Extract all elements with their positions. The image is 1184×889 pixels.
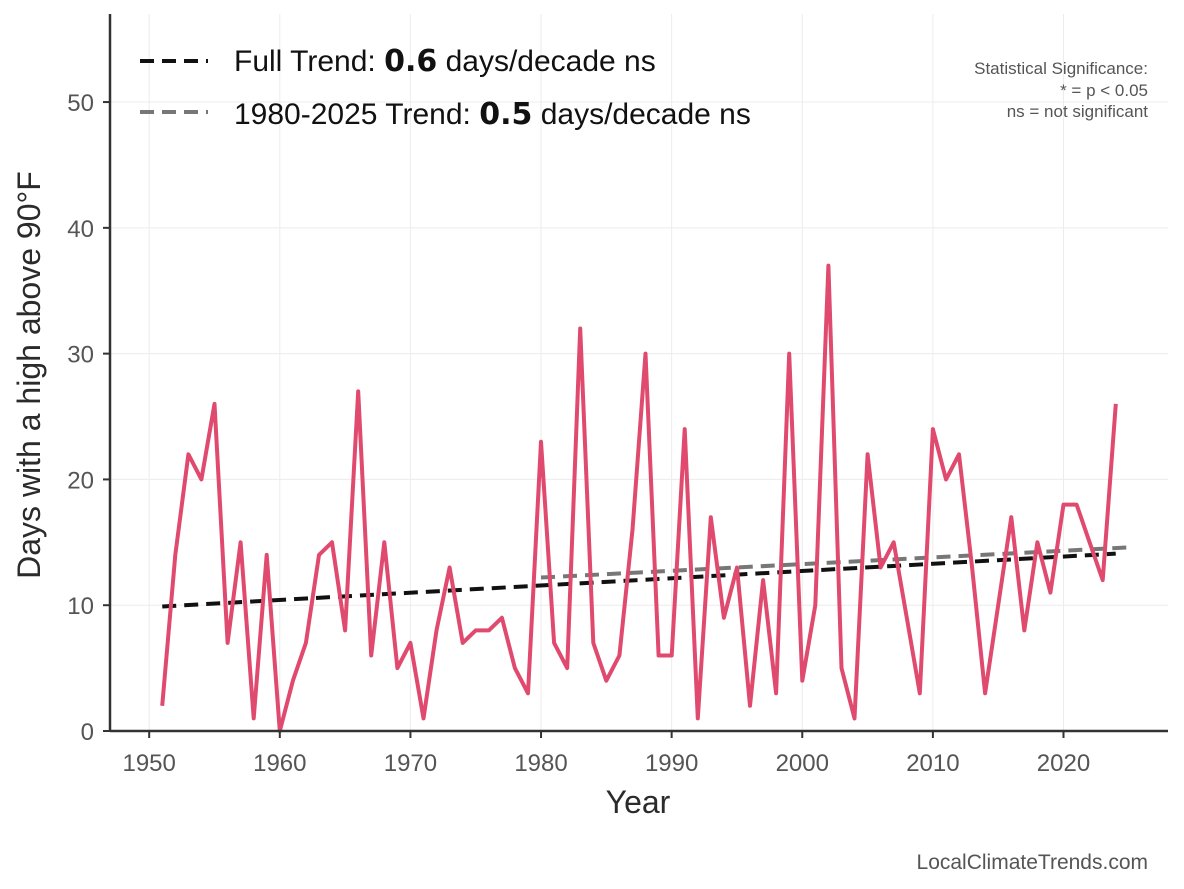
legend-recent-trend-value: 0.5 (479, 97, 532, 132)
significance-line2: ns = not significant (1007, 102, 1149, 121)
x-tick-label-1980: 1980 (514, 750, 567, 777)
data-series (160, 263, 1118, 733)
y-axis-title: Days with a high above 90°F (11, 171, 47, 579)
y-tick-label-20: 20 (67, 467, 94, 494)
y-tick-label-0: 0 (81, 719, 94, 746)
significance-title: Statistical Significance: (974, 59, 1148, 78)
x-tick-label-2000: 2000 (776, 750, 829, 777)
legend-entry-recent-trend: 1980-2025 Trend: 0.5 days/decade ns (234, 97, 751, 132)
y-tick-label-50: 50 (67, 90, 94, 117)
legend-full-trend-value: 0.6 (384, 44, 437, 79)
legend-full-trend-unit: days/decade ns (446, 45, 656, 78)
x-tick-label-1990: 1990 (645, 750, 698, 777)
x-tick-label-2020: 2020 (1037, 750, 1090, 777)
x-tick-label-1950: 1950 (122, 750, 175, 777)
recent-trend-line (540, 545, 1129, 580)
x-tick-label-2010: 2010 (906, 750, 959, 777)
trend-lines (162, 545, 1129, 609)
ticks: 1950 1960 1970 1980 1990 2000 2010 2020 0 10 20 30 4… (67, 90, 1090, 777)
significance-note: Statistical Significance: * = p < 0.05 n… (974, 59, 1148, 121)
full-trend-line (162, 551, 1116, 609)
x-tick-label-1960: 1960 (253, 750, 306, 777)
legend-full-trend-label: Full Trend: (234, 45, 376, 78)
legend: Full Trend: 0.6 days/decade ns 1980-2025… (140, 44, 751, 132)
legend-recent-trend-unit: days/decade ns (541, 98, 751, 131)
y-tick-label-10: 10 (67, 593, 94, 620)
significance-line1: * = p < 0.05 (1060, 81, 1148, 100)
x-axis-title: Year (606, 784, 671, 820)
series-line (160, 263, 1118, 733)
legend-recent-trend-label: 1980-2025 Trend: (234, 98, 471, 131)
legend-entry-full-trend: Full Trend: 0.6 days/decade ns (234, 44, 656, 79)
x-tick-label-1970: 1970 (384, 750, 437, 777)
y-tick-label-30: 30 (67, 342, 94, 369)
grid (110, 14, 1168, 732)
axes (108, 14, 1168, 733)
y-tick-label-40: 40 (67, 216, 94, 243)
source-credit: LocalClimateTrends.com (917, 851, 1148, 874)
